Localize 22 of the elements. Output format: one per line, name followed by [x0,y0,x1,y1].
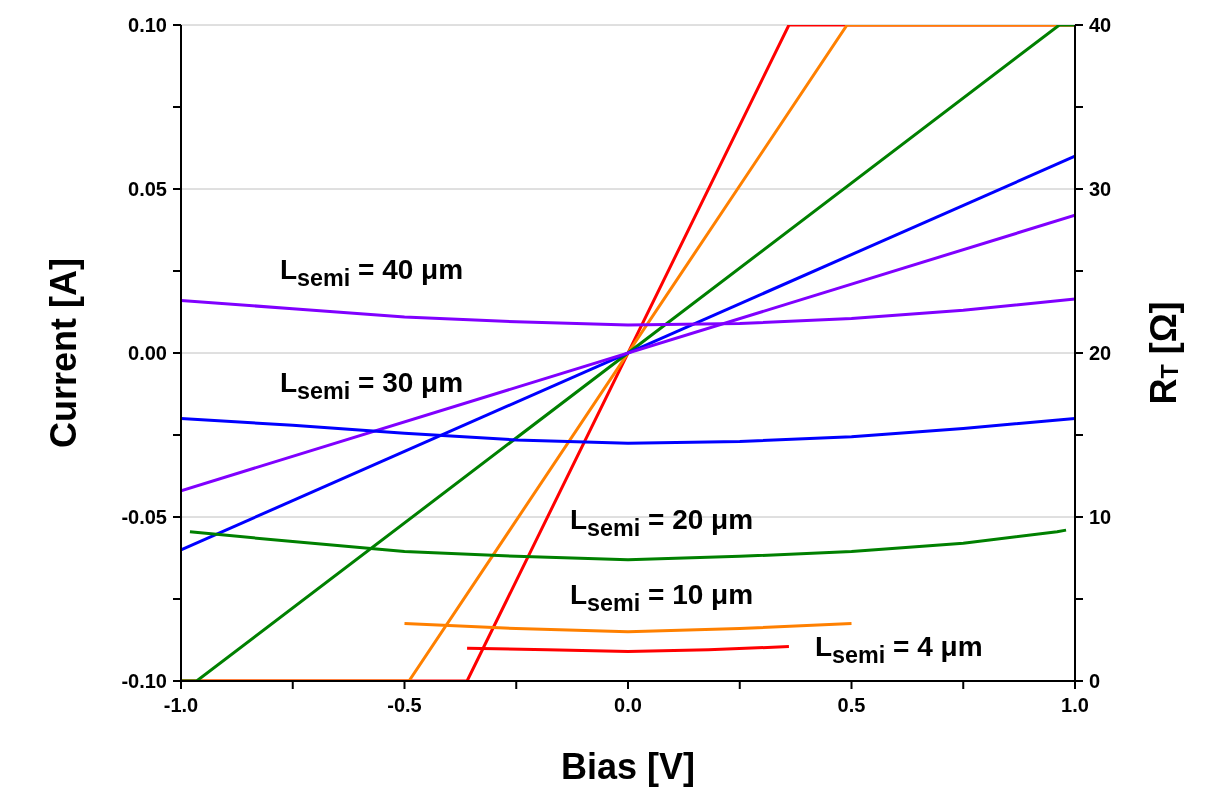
y2-tick-label: 0 [1089,670,1101,692]
y2-tick-label: 40 [1089,14,1112,36]
x-tick-label: 0.5 [837,694,866,716]
annotation: L$_{semi}$ = 4 μm [815,630,983,670]
annotation: L$_{semi}$ = 40 μm [280,253,464,293]
annotation: L$_{semi}$ = 10 μm [570,578,754,618]
y-tick-label: -0.05 [121,506,167,528]
y2-tick-label: 30 [1089,178,1112,200]
y-axis-title: Current [A] [42,258,84,448]
annotation: L$_{semi}$ = 20 μm [570,503,754,543]
x-tick-label: 1.0 [1061,694,1089,716]
y-tick-label: -0.10 [121,670,167,692]
y2-tick-label: 20 [1089,342,1112,364]
y2-tick-label: 10 [1089,506,1112,528]
x-tick-label: 0.0 [614,694,642,716]
x-tick-label: -0.5 [387,694,422,716]
y-tick-label: 0.00 [128,342,167,364]
annotation: L$_{semi}$ = 30 μm [280,366,464,406]
y-tick-label: 0.10 [128,14,167,36]
x-tick-label: -1.0 [163,694,199,716]
y-tick-label: 0.05 [128,178,167,200]
x-axis-title: Bias [V] [560,745,696,787]
